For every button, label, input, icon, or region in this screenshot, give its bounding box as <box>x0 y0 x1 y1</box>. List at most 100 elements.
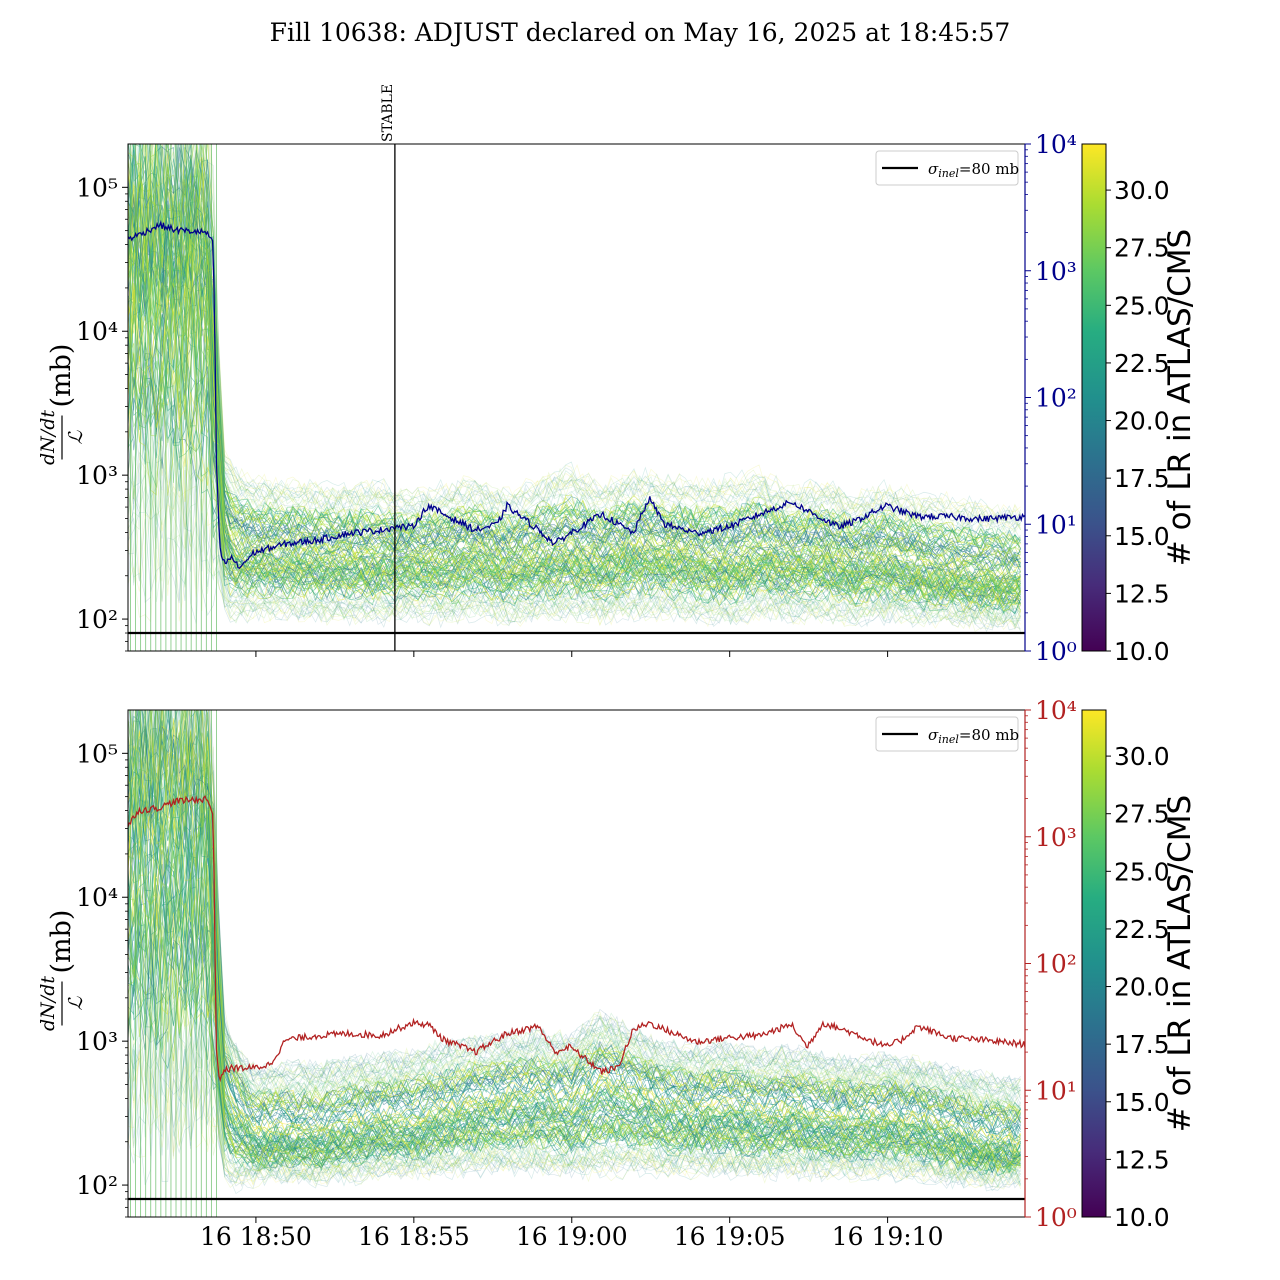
right-tick-label: 10³ <box>1035 823 1077 852</box>
colorbar-tick-label: 27.5 <box>1114 800 1170 829</box>
lumi-trace <box>128 996 1021 1187</box>
lumi-trace <box>128 725 1021 1146</box>
lumi-trace <box>128 893 1021 1175</box>
y-axis-label: dN/dt ℒ (mb) <box>37 910 87 1031</box>
lumi-trace <box>128 451 1021 629</box>
lumi-trace <box>128 710 1021 1116</box>
lumi-trace <box>133 144 1021 522</box>
right-tick-label: 10³ <box>1035 257 1077 286</box>
colorbar-label: # of LR in ATLAS/CMS <box>1162 229 1198 566</box>
lumi-trace <box>128 453 1021 627</box>
lumi-trace <box>131 144 1021 526</box>
lumi-trace <box>128 144 1021 547</box>
colorbar-tick-label: 15.0 <box>1114 522 1170 551</box>
lumi-trace <box>128 150 1021 563</box>
lumi-trace <box>128 475 1021 633</box>
right-tick-label: 10⁰ <box>1035 637 1077 666</box>
y-axis-label-unit: (mb) <box>46 910 77 974</box>
lumi-trace <box>128 356 1021 612</box>
lumi-trace <box>128 445 1021 631</box>
colorbar-tick-label: 15.0 <box>1114 1088 1170 1117</box>
lumi-trace <box>128 270 1021 604</box>
lumi-trace <box>128 206 1021 592</box>
lumi-trace <box>128 187 1021 588</box>
lumi-trace <box>128 352 1021 615</box>
lumi-trace <box>128 150 1021 567</box>
lumi-trace <box>128 1020 1021 1189</box>
lumi-trace <box>128 710 1021 1134</box>
lumi-trace <box>128 144 1021 549</box>
lumi-trace <box>128 710 1021 1093</box>
lumi-trace <box>128 1011 1021 1189</box>
lumi-trace <box>128 144 1021 559</box>
right-tick-label: 10⁰ <box>1035 1203 1077 1232</box>
lumi-trace <box>128 372 1021 619</box>
colorbar-label: # of LR in ATLAS/CMS <box>1162 795 1198 1132</box>
lumi-trace <box>128 710 1021 1093</box>
lumi-trace <box>128 319 1021 610</box>
legend: σinel=80 mb <box>875 150 1019 186</box>
lumi-trace <box>128 145 1021 563</box>
lumi-trace <box>128 1007 1021 1188</box>
legend-subscript: inel <box>938 167 959 180</box>
lumi-trace <box>128 144 1021 531</box>
colorbar-tick-label: 12.5 <box>1114 579 1170 608</box>
lumi-trace <box>129 710 1021 1115</box>
colorbar-tick-label: 30.0 <box>1114 176 1170 205</box>
lumi-trace <box>128 144 1021 551</box>
lumi-trace <box>128 144 1021 530</box>
lumi-trace <box>128 144 1021 553</box>
legend-subscript: inel <box>938 733 959 746</box>
y-axis-label-numerator: dN/dt <box>37 976 59 1031</box>
lumi-trace <box>128 876 1021 1163</box>
lumi-trace <box>130 710 1021 1088</box>
right-tick-label: 10¹ <box>1035 510 1077 539</box>
figure-title: Fill 10638: ADJUST declared on May 16, 2… <box>269 18 1011 47</box>
lumi-trace <box>128 1018 1021 1189</box>
lumi-trace <box>128 375 1021 620</box>
lumi-trace <box>136 710 1021 1095</box>
right-tick-label: 10⁴ <box>1035 130 1077 159</box>
plot-area <box>128 144 1025 651</box>
colorbar-tick-label: 17.5 <box>1114 1030 1170 1059</box>
lumi-trace <box>128 192 1021 590</box>
legend-label: σinel=80 mb <box>928 726 1019 746</box>
colorbar-tick-label: 20.0 <box>1114 407 1170 436</box>
lumi-trace <box>128 414 1021 624</box>
lumi-trace <box>128 144 1021 544</box>
colorbar-tick-label: 10.0 <box>1114 1203 1170 1232</box>
lumi-trace <box>128 144 1021 530</box>
left-tick-label: 10⁵ <box>76 739 118 768</box>
lumi-trace <box>128 420 1021 624</box>
lumi-trace <box>128 750 1021 1147</box>
lumi-trace <box>128 1044 1021 1190</box>
lumi-trace <box>128 710 1021 1114</box>
secondary-series-line <box>128 219 1025 570</box>
left-tick-label: 10² <box>76 605 118 634</box>
legend-box <box>875 150 1019 186</box>
secondary-series-line <box>128 795 1025 1083</box>
y-axis-label-denominator: ℒ <box>65 995 87 1010</box>
lumi-trace <box>128 887 1021 1174</box>
colorbar-tick-label: 25.0 <box>1114 291 1170 320</box>
lumi-trace <box>128 958 1021 1181</box>
lumi-trace <box>128 734 1021 1136</box>
lumi-trace <box>135 710 1021 1098</box>
y-axis-label-denominator: ℒ <box>65 429 87 444</box>
plot-area <box>128 710 1025 1217</box>
lumi-trace <box>128 144 1021 528</box>
lumi-trace <box>128 921 1021 1175</box>
lumi-trace <box>128 436 1021 629</box>
lumi-trace <box>128 872 1021 1168</box>
lumi-trace <box>128 439 1021 629</box>
lumi-trace <box>128 710 1021 1099</box>
y-axis-label-numerator: dN/dt <box>37 410 59 465</box>
lumi-trace <box>128 144 1021 522</box>
right-tick-label: 10¹ <box>1035 1076 1077 1105</box>
legend-rest: =80 mb <box>959 160 1019 178</box>
x-tick-label: 16 18:55 <box>358 1222 470 1251</box>
lumi-trace <box>128 982 1021 1185</box>
left-tick-label: 10⁴ <box>76 317 118 346</box>
lumi-trace <box>151 144 1021 525</box>
lumi-trace <box>128 989 1021 1183</box>
